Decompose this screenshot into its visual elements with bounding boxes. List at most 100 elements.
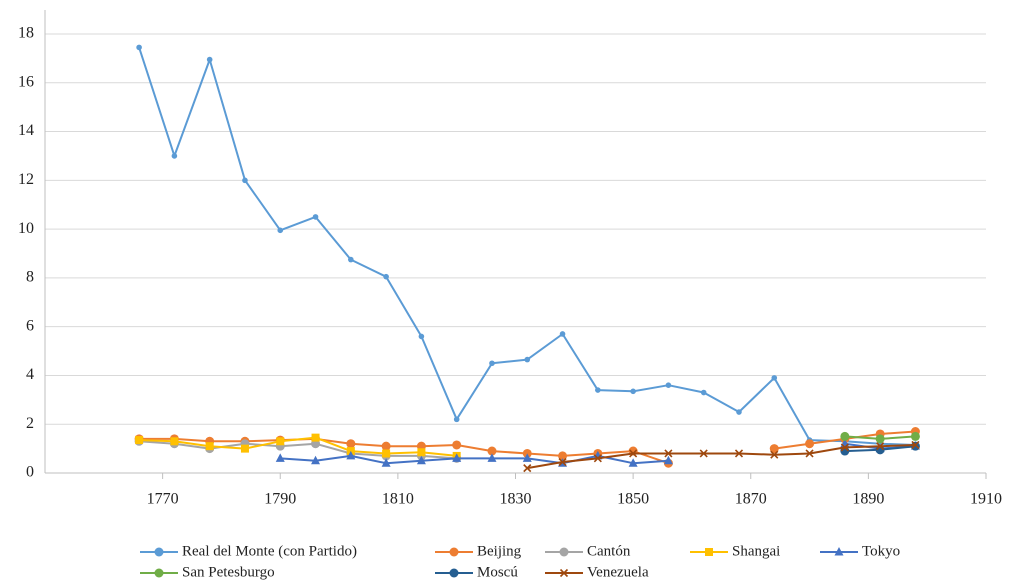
marker (381, 458, 391, 467)
legend-label: Beijing (477, 543, 522, 559)
legend-label: Cantón (587, 543, 631, 559)
series-line (527, 444, 916, 470)
legend-item: Beijing (435, 543, 522, 559)
marker (449, 568, 459, 578)
marker (136, 44, 142, 51)
marker (705, 548, 713, 556)
marker (630, 388, 636, 395)
y-tick-label: 16 (18, 73, 34, 90)
marker (840, 431, 850, 441)
legend-item: Cantón (545, 543, 631, 559)
marker (805, 439, 815, 449)
marker (558, 451, 568, 461)
marker (524, 356, 531, 363)
marker (277, 227, 284, 234)
x-tick-label: 1890 (852, 491, 884, 508)
marker (346, 450, 356, 460)
marker (522, 453, 532, 462)
marker (523, 464, 532, 473)
marker (595, 387, 601, 393)
marker (699, 449, 708, 458)
marker (381, 441, 391, 451)
marker (664, 449, 673, 458)
legend-item: Shangai (690, 543, 780, 559)
marker (769, 444, 779, 454)
marker (734, 449, 744, 458)
marker (489, 360, 495, 367)
marker (700, 389, 707, 396)
marker (805, 449, 814, 458)
legend-label: Venezuela (587, 564, 649, 580)
marker (736, 409, 742, 415)
marker (171, 153, 178, 159)
x-tick-label: 1810 (382, 491, 414, 508)
legend-item: Tokyo (820, 543, 900, 559)
marker (559, 547, 569, 557)
y-tick-label: 8 (26, 269, 34, 286)
marker (487, 446, 497, 456)
marker (275, 453, 285, 462)
x-tick-label: 1870 (735, 491, 767, 508)
marker (170, 437, 179, 446)
marker (910, 441, 920, 451)
marker (346, 439, 356, 449)
legend-item: San Petesburgo (140, 564, 275, 580)
legend-label: San Petesburgo (182, 564, 275, 580)
marker (417, 448, 426, 457)
marker (559, 568, 569, 578)
marker (382, 449, 391, 458)
x-tick-label: 1790 (264, 491, 296, 508)
y-tick-label: 0 (26, 464, 34, 481)
marker (452, 440, 462, 450)
marker (559, 331, 566, 337)
marker (416, 455, 426, 465)
y-tick-label: 4 (26, 366, 34, 383)
marker (154, 568, 164, 578)
marker (665, 382, 672, 389)
y-tick-label: 10 (18, 220, 34, 237)
marker (453, 416, 460, 423)
y-tick-label: 2 (26, 415, 34, 432)
marker (418, 333, 425, 340)
marker (383, 273, 389, 280)
marker (311, 433, 320, 442)
marker (449, 547, 459, 557)
marker (242, 177, 248, 184)
marker (628, 458, 638, 467)
marker (311, 455, 321, 465)
marker (663, 455, 673, 465)
marker (840, 443, 849, 452)
marker (205, 442, 214, 451)
marker (629, 449, 638, 458)
marker (558, 457, 567, 467)
legend-item: Venezuela (545, 564, 649, 580)
marker (771, 375, 778, 381)
marker (240, 444, 249, 453)
x-tick-label: 1850 (617, 491, 649, 508)
legend-item: Moscú (435, 564, 518, 580)
x-tick-label: 1830 (500, 491, 532, 508)
marker (135, 436, 144, 445)
legend-label: Tokyo (862, 543, 900, 559)
marker (276, 437, 285, 446)
legend-label: Shangai (732, 543, 780, 559)
marker (312, 214, 319, 220)
series-line (139, 440, 457, 460)
y-tick-label: 14 (18, 122, 34, 139)
marker (348, 256, 354, 263)
legend-label: Real del Monte (con Partido) (182, 543, 357, 559)
marker (154, 547, 164, 557)
y-tick-label: 6 (26, 317, 34, 334)
marker (910, 431, 920, 441)
y-tick-label: 18 (18, 25, 34, 42)
marker (206, 56, 213, 63)
legend-label: Moscú (477, 564, 518, 580)
x-tick-label: 1910 (970, 491, 1002, 508)
marker (452, 453, 462, 462)
marker (487, 453, 497, 462)
series-line (139, 436, 457, 457)
marker (911, 440, 920, 450)
marker (876, 442, 885, 451)
legend-item: Real del Monte (con Partido) (140, 543, 357, 559)
